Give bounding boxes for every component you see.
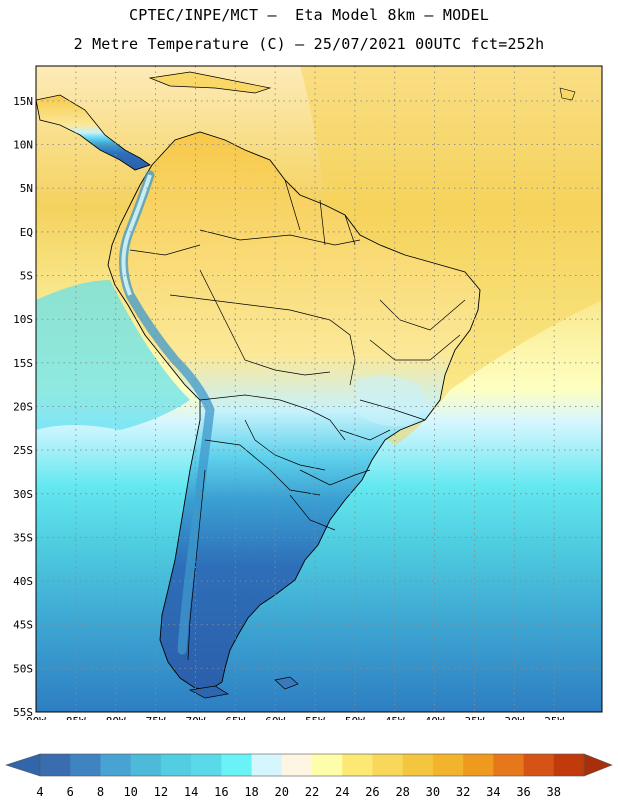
pacific-cool-tongue [36, 280, 190, 430]
lon-label: 55W [305, 715, 325, 720]
central-america-land [36, 94, 151, 171]
lat-label: 5N [20, 182, 33, 195]
lat-label: 30S [13, 488, 33, 501]
colorbar-swatch [312, 754, 343, 776]
map-frame [35, 65, 603, 713]
colorbar-swatch [493, 754, 524, 776]
colorbar-tick-label: 20 [275, 785, 289, 799]
lat-label: 10S [13, 313, 33, 326]
temperature-map: 15N 10N 5N EQ 5S 10S 15S 20S 25S 30S 35S 40S 45S 50S 5… [13, 65, 603, 720]
colorbar-tick-label: 6 [67, 785, 74, 799]
colorbar-low-arrow [5, 753, 41, 777]
colorbar-tick-label: 24 [335, 785, 349, 799]
lon-label: 85W [66, 715, 86, 720]
colorbar-tick-label: 30 [426, 785, 440, 799]
lon-label: 60W [265, 715, 285, 720]
caribbean-islands [148, 71, 272, 94]
colorbar-swatch [553, 754, 585, 776]
map-subtitle: 2 Metre Temperature (C) – 25/07/2021 00U… [73, 35, 545, 53]
lon-label: 40W [425, 715, 445, 720]
lat-label: 5S [20, 270, 33, 283]
lon-label: 65W [225, 715, 245, 720]
lon-label: 70W [185, 715, 205, 720]
colorbar-swatch [523, 754, 555, 776]
lat-label: 20S [13, 400, 33, 413]
lat-label: 55S [13, 706, 33, 719]
tierra-del-fuego [188, 685, 229, 699]
colorbar-tick-label: 14 [184, 785, 198, 799]
country-borders [129, 179, 466, 661]
lat-label: 25S [13, 444, 33, 457]
colorbar-swatch [372, 754, 403, 776]
lat-label: 35S [13, 531, 33, 544]
lat-label: EQ [20, 226, 33, 239]
lon-label: 50W [345, 715, 365, 720]
lat-label: 10N [13, 139, 33, 152]
latitude-labels: 15N 10N 5N EQ 5S 10S 15S 20S 25S 30S 35S 40S 45S 50S 5… [13, 95, 33, 719]
colorbar-tick-label: 18 [244, 785, 258, 799]
colorbar-tick-label: 34 [486, 785, 500, 799]
lat-label: 40S [13, 575, 33, 588]
colorbar-tick-label: 22 [305, 785, 319, 799]
colorbar-tick-label: 4 [36, 785, 43, 799]
lat-label: 15N [13, 95, 33, 108]
colorbar-tick-label: 8 [97, 785, 104, 799]
colorbar-swatch [191, 754, 222, 776]
colorbar-swatch [70, 754, 101, 776]
lon-label: 30W [504, 715, 524, 720]
lon-label: 35W [465, 715, 485, 720]
lon-label: 25W [544, 715, 564, 720]
colorbar-swatch [40, 754, 71, 776]
colorbar-tick-label: 32 [456, 785, 470, 799]
lon-label: 90W [26, 715, 46, 720]
colorbar-tick-labels: 4 6 8 10 12 14 16 18 20 22 24 26 28 30 32 34 36 38 [36, 785, 561, 799]
colorbar-tick-label: 10 [123, 785, 137, 799]
colorbar-tick-label: 16 [214, 785, 228, 799]
colorbar-tick-label: 36 [516, 785, 530, 799]
andes-north-highlands [121, 174, 152, 296]
map-title: CPTEC/INPE/MCT – Eta Model 8km – MODEL [129, 6, 489, 24]
colorbar-swatch [463, 754, 494, 776]
lat-label: 50S [13, 662, 33, 675]
colorbar-swatch [100, 754, 131, 776]
colorbar-swatch [251, 754, 283, 776]
longitude-labels: 90W 85W 80W 75W 70W 65W 60W 55W 50W 45W 40W 35W 30W 2… [26, 715, 564, 720]
lat-label: 15S [13, 357, 33, 370]
lon-label: 75W [146, 715, 166, 720]
lat-lon-grid [36, 66, 602, 712]
lon-label: 80W [106, 715, 126, 720]
colorbar-swatch [221, 754, 252, 776]
colorbar-swatch [160, 754, 192, 776]
colorbar-tick-label: 26 [365, 785, 379, 799]
colorbar-swatch [432, 754, 464, 776]
colorbar-tick-label: 38 [547, 785, 561, 799]
colorbar-swatches [39, 753, 585, 777]
colorbar-tick-label: 12 [154, 785, 168, 799]
colorbar-high-arrow [583, 753, 613, 777]
lesser-antilles [559, 87, 576, 101]
colorbar-swatch [130, 754, 162, 776]
colorbar-swatch [402, 754, 434, 776]
colorbar-outline [39, 753, 585, 777]
colorbar-tick-label: 28 [395, 785, 409, 799]
colorbar-swatch [281, 754, 313, 776]
lon-label: 45W [385, 715, 405, 720]
falkland-islands [274, 676, 299, 690]
colorbar-swatch [342, 754, 373, 776]
lat-label: 45S [13, 619, 33, 632]
